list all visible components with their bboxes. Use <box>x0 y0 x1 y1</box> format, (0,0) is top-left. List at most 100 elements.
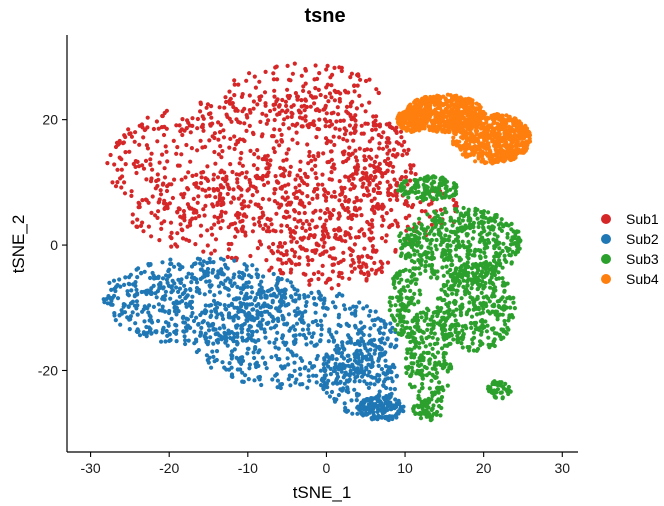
data-point <box>442 258 447 263</box>
data-point <box>423 259 428 264</box>
data-point <box>280 108 285 113</box>
data-point <box>209 309 214 314</box>
data-point <box>343 174 348 179</box>
data-point <box>181 195 186 200</box>
data-point <box>346 363 351 368</box>
data-point <box>465 272 470 277</box>
data-point <box>497 246 502 251</box>
data-point <box>117 277 122 282</box>
data-point <box>430 252 435 257</box>
data-point <box>431 94 436 99</box>
data-point <box>442 206 447 211</box>
data-point <box>172 264 177 269</box>
data-point <box>409 347 414 352</box>
data-point <box>246 310 251 316</box>
data-point <box>160 304 165 309</box>
data-point <box>197 214 202 219</box>
data-point <box>374 203 379 208</box>
data-point <box>204 194 209 199</box>
data-point <box>102 300 107 305</box>
data-point <box>381 217 386 223</box>
data-point <box>292 327 298 332</box>
data-point <box>328 149 334 154</box>
data-point <box>413 281 418 286</box>
data-point <box>366 385 371 390</box>
data-point <box>483 243 488 248</box>
data-point <box>193 242 198 247</box>
data-point <box>188 159 193 164</box>
data-point <box>354 304 359 309</box>
data-point <box>480 326 485 331</box>
data-point <box>349 216 354 222</box>
data-point <box>125 289 130 294</box>
data-point <box>144 143 149 148</box>
data-point <box>372 323 377 328</box>
data-point <box>342 373 347 378</box>
data-point <box>345 138 350 143</box>
data-point <box>192 329 197 334</box>
data-point <box>385 136 390 141</box>
data-point <box>198 330 203 335</box>
data-point <box>353 155 358 160</box>
data-point <box>347 123 352 128</box>
data-point <box>367 313 372 318</box>
data-point <box>343 408 348 413</box>
data-point <box>142 319 147 324</box>
data-point <box>405 350 410 355</box>
data-point <box>439 346 445 351</box>
data-point <box>427 359 432 364</box>
data-point <box>390 169 395 174</box>
data-point <box>224 99 229 105</box>
data-point <box>332 65 337 70</box>
data-point <box>497 258 502 263</box>
data-point <box>493 381 498 386</box>
data-point <box>420 404 425 409</box>
data-point <box>279 138 284 143</box>
data-point <box>428 238 434 243</box>
data-point <box>355 162 360 167</box>
data-point <box>437 404 442 409</box>
data-point <box>187 206 192 211</box>
data-point <box>330 300 336 305</box>
data-point <box>495 299 500 304</box>
data-point <box>240 338 245 343</box>
data-point <box>290 122 295 127</box>
data-point <box>413 190 419 195</box>
data-point <box>179 277 184 282</box>
data-point <box>399 181 404 186</box>
data-point <box>467 300 472 305</box>
data-point <box>264 174 269 179</box>
data-point <box>161 294 166 300</box>
data-point <box>416 411 421 416</box>
data-point <box>257 79 262 84</box>
data-point <box>212 149 217 155</box>
data-point <box>388 303 394 308</box>
data-point <box>180 117 185 122</box>
data-point <box>376 358 381 363</box>
data-point <box>178 280 183 285</box>
data-point <box>283 303 288 308</box>
data-point <box>270 298 275 303</box>
data-point <box>395 180 400 185</box>
data-point <box>135 292 140 297</box>
data-point <box>293 177 298 182</box>
data-point <box>300 246 306 251</box>
data-point <box>257 239 262 244</box>
data-point <box>337 127 342 132</box>
data-point <box>401 315 406 320</box>
data-point <box>272 340 277 345</box>
data-point <box>339 68 344 74</box>
data-point <box>434 276 440 281</box>
data-point <box>492 244 497 249</box>
data-point <box>353 323 358 328</box>
data-point <box>479 214 484 219</box>
data-point <box>313 163 318 168</box>
data-point <box>173 322 178 327</box>
data-point <box>284 209 289 214</box>
data-point <box>242 262 247 267</box>
data-point <box>255 102 260 107</box>
data-point <box>157 308 162 313</box>
data-point <box>323 198 329 203</box>
data-point <box>213 161 218 166</box>
data-point <box>406 191 411 196</box>
